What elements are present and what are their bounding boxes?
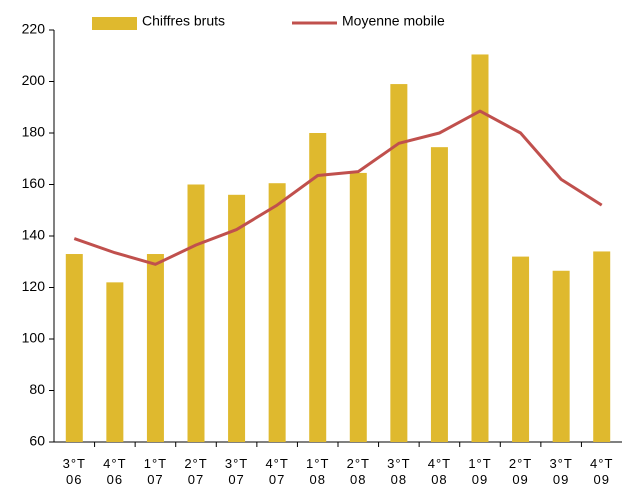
x-tick-label: 1°T 09 [468,456,492,487]
legend-label: Moyenne mobile [342,13,445,29]
x-tick-label: 2°T 07 [184,456,208,487]
y-tick-label: 180 [22,124,46,140]
x-tick-label: 2°T 08 [346,456,370,487]
legend-label: Chiffres bruts [142,13,225,29]
x-tick-label: 3°T 06 [62,456,86,487]
x-tick-label: 4°T 07 [265,456,289,487]
x-tick-label: 4°T 06 [103,456,127,487]
bar [309,133,327,442]
bar [106,282,124,442]
bar [390,84,408,442]
y-tick-label: 220 [22,21,46,37]
bar [187,184,205,442]
bar [228,194,246,442]
bar [65,254,83,442]
y-tick-label: 140 [22,227,46,243]
bar [552,270,570,442]
line [73,109,603,266]
bar [512,256,530,442]
x-tick-label: 4°T 09 [590,456,614,487]
x-tick-label: 2°T 09 [508,456,533,487]
bar [430,147,448,442]
y-tick-label: 160 [22,175,46,191]
y-tick-label: 100 [22,330,46,346]
bar [471,54,489,443]
bar [146,254,164,442]
y-tick-label: 200 [22,72,46,88]
y-tick-label: 120 [22,278,46,294]
x-tick-label: 3°T 07 [224,456,249,487]
bar [593,251,611,442]
x-tick-label: 3°T 08 [387,456,411,487]
bar [349,172,367,442]
y-tick-label: 80 [29,381,45,397]
y-tick-label: 60 [29,433,45,449]
x-tick-label: 3°T 09 [549,456,573,487]
x-tick-label: 1°T 08 [306,456,330,487]
bar [268,183,286,442]
x-tick-label: 1°T 07 [143,456,168,487]
legend-swatch [92,17,137,30]
x-tick-label: 4°T 08 [427,456,452,487]
